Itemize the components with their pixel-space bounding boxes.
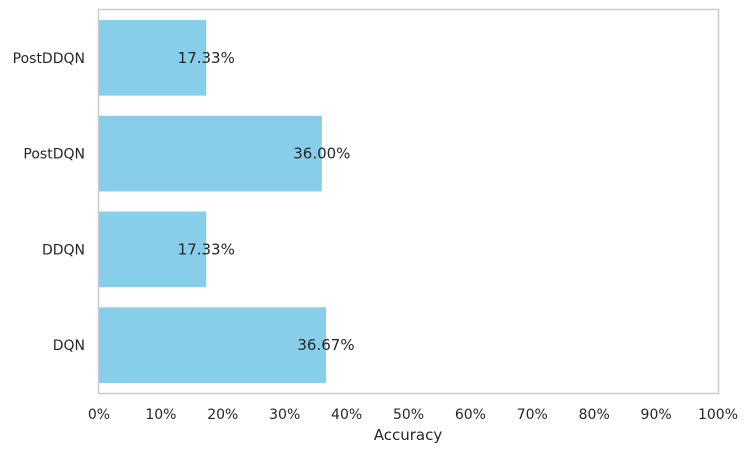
bar-postddqn — [99, 20, 207, 96]
data-labels: 36.67% 17.33% 36.00% 17.33% — [178, 49, 355, 354]
x-tick-label: 90% — [641, 407, 672, 423]
x-tick-labels: 0% 10% 20% 30% 40% 50% 60% 70% 80% 90% 100% — [88, 407, 738, 423]
x-tick-label: 30% — [269, 407, 300, 423]
x-tick-label: 70% — [517, 407, 548, 423]
x-tick-label: 10% — [145, 407, 176, 423]
bar-postdqn — [99, 115, 322, 192]
x-tick-label: 100% — [698, 407, 738, 423]
x-tick-label: 0% — [88, 407, 110, 423]
x-tick-label: 60% — [455, 407, 486, 423]
x-tick-label: 40% — [331, 407, 362, 423]
category-label-postdqn: PostDQN — [23, 147, 85, 163]
x-axis-title: Accuracy — [374, 426, 443, 444]
bars-group — [99, 20, 326, 383]
category-labels: DQN DDQN PostDQN PostDDQN — [13, 51, 85, 354]
data-label-postddqn: 17.33% — [178, 49, 235, 67]
x-tick-label: 80% — [579, 407, 610, 423]
x-tick-label: 50% — [393, 407, 424, 423]
bar-dqn — [99, 307, 326, 383]
category-label-dqn: DQN — [53, 338, 85, 354]
data-label-postdqn: 36.00% — [293, 145, 350, 163]
data-label-dqn: 36.67% — [297, 336, 354, 354]
category-label-postddqn: PostDDQN — [13, 51, 85, 67]
category-label-ddqn: DDQN — [42, 242, 85, 258]
bar-ddqn — [99, 211, 207, 288]
plot-frame — [97, 8, 720, 395]
data-label-ddqn: 17.33% — [178, 240, 235, 258]
x-tick-label: 20% — [207, 407, 238, 423]
